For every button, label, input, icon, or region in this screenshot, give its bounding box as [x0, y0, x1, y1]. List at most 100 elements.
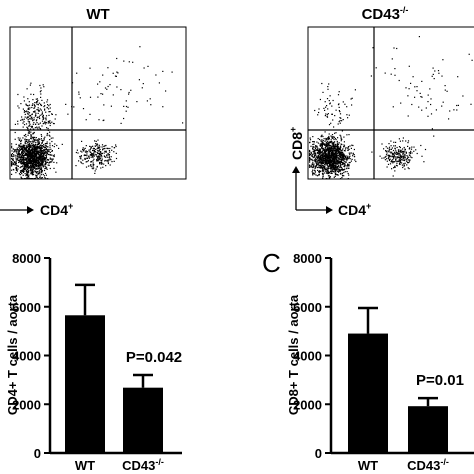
event-dot	[33, 131, 35, 134]
event-dot	[100, 162, 102, 164]
event-dot	[407, 140, 410, 142]
event-dot	[51, 150, 53, 152]
event-dot	[79, 155, 81, 158]
event-dot	[53, 161, 55, 163]
event-dot	[38, 172, 41, 174]
event-dot	[26, 173, 28, 175]
event-dot	[407, 95, 409, 97]
event-dot	[348, 167, 350, 169]
event-dot	[322, 159, 324, 161]
event-dot	[38, 141, 41, 143]
event-dot	[32, 163, 34, 165]
event-dot	[45, 145, 47, 147]
event-dot	[328, 139, 330, 141]
event-dot	[333, 165, 335, 167]
event-dot	[30, 167, 33, 169]
event-dot	[324, 169, 326, 171]
event-dot	[45, 147, 47, 150]
event-dot	[20, 178, 23, 180]
event-dot	[48, 105, 50, 107]
event-dot	[32, 155, 34, 157]
event-dot	[341, 130, 343, 132]
event-dot	[317, 156, 319, 159]
event-dot	[37, 123, 39, 125]
event-dot	[22, 166, 24, 168]
event-dot	[43, 159, 46, 161]
event-dot	[31, 171, 33, 173]
event-dot	[90, 154, 92, 156]
event-dot	[31, 154, 33, 156]
event-dot	[33, 93, 35, 96]
event-dot	[405, 158, 407, 160]
event-dot	[107, 162, 109, 165]
event-dot	[320, 158, 323, 160]
event-dot	[328, 138, 330, 140]
event-dot	[381, 157, 383, 159]
event-dot	[395, 159, 397, 161]
event-dot	[30, 153, 32, 155]
event-dot	[22, 147, 24, 149]
event-dot	[100, 160, 102, 162]
event-dot	[25, 178, 27, 180]
event-dot	[36, 146, 38, 148]
event-dot	[336, 143, 339, 145]
event-dot	[333, 158, 335, 161]
event-dot	[51, 154, 53, 156]
event-dot	[324, 168, 326, 170]
event-dot	[109, 147, 111, 150]
event-dot	[329, 171, 332, 173]
event-dot	[23, 150, 25, 152]
event-dot	[37, 178, 39, 180]
event-dot	[41, 135, 43, 137]
event-dot	[89, 96, 92, 98]
event-dot	[327, 86, 329, 88]
event-dot	[409, 159, 411, 161]
event-dot	[23, 167, 25, 169]
event-dot	[335, 162, 337, 164]
event-dot	[430, 98, 432, 100]
event-dot	[22, 165, 24, 167]
event-dot	[397, 157, 399, 159]
event-dot	[21, 145, 23, 147]
event-dot	[37, 160, 39, 162]
event-dot	[81, 140, 83, 142]
event-dot	[317, 152, 319, 155]
event-dot	[15, 166, 18, 168]
y-tick-label: 4000	[293, 349, 322, 364]
event-dot	[339, 134, 341, 136]
event-dot	[314, 150, 316, 152]
event-dot	[27, 132, 29, 134]
event-dot	[314, 152, 316, 154]
event-dot	[324, 109, 326, 111]
event-dot	[23, 170, 25, 172]
event-dot	[142, 83, 144, 85]
event-dot	[25, 159, 27, 161]
event-dot	[12, 148, 14, 150]
event-dot	[332, 160, 334, 162]
event-dot	[20, 143, 22, 145]
event-dot	[399, 158, 401, 160]
event-dot	[337, 146, 339, 148]
event-dot	[32, 136, 34, 139]
event-dot	[328, 124, 331, 126]
event-dot	[27, 152, 29, 154]
event-dot	[28, 170, 30, 172]
event-dot	[45, 166, 47, 168]
event-dot	[75, 165, 77, 167]
y-axis-arrowhead-cd43	[292, 166, 300, 173]
event-dot	[341, 159, 343, 161]
event-dot	[347, 178, 349, 180]
event-dot	[322, 173, 324, 175]
event-dot	[48, 150, 50, 152]
event-dot	[406, 159, 408, 161]
event-dot	[400, 156, 402, 158]
event-dot	[90, 164, 92, 166]
event-dot	[20, 155, 22, 158]
event-dot	[372, 47, 374, 49]
event-dot	[311, 159, 313, 161]
event-dot	[327, 175, 330, 177]
event-dot	[314, 158, 316, 160]
event-dot	[347, 155, 349, 157]
event-dot	[334, 141, 336, 143]
event-dot	[35, 154, 37, 157]
